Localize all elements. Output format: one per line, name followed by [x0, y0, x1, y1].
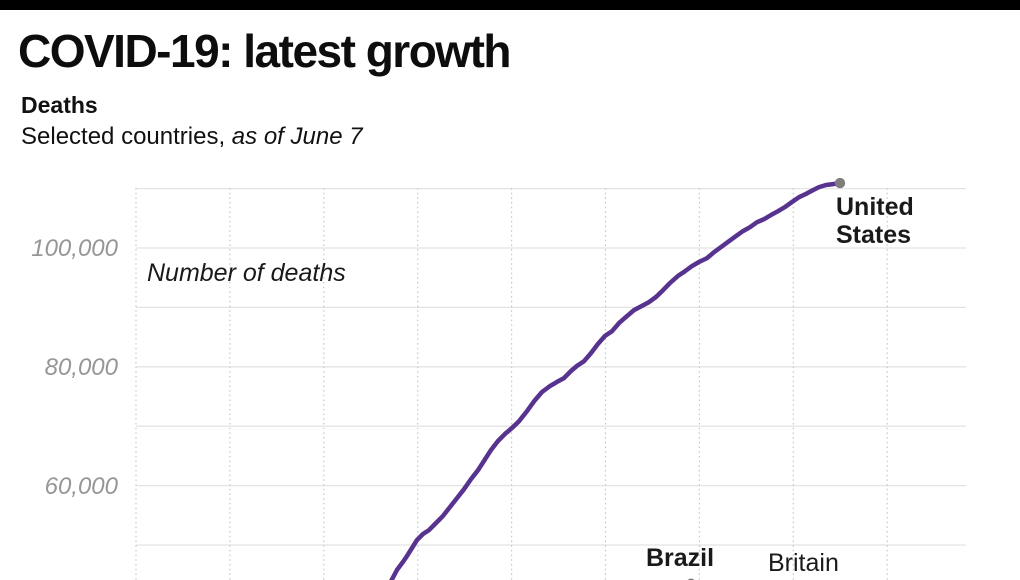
series-line	[389, 180, 843, 580]
series-endpoint-dot	[834, 177, 846, 189]
label-brazil: Brazil	[646, 544, 715, 572]
subtitle-date-text: as of June 7	[231, 123, 363, 150]
label-britain: Britain	[768, 549, 839, 577]
y-tick-label: 60,000	[44, 472, 118, 500]
chart-subtitle: Selected countries, as of June 7	[21, 123, 363, 151]
page-title: COVID-19: latest growth	[18, 25, 512, 77]
subtitle-regular-text: Selected countries,	[21, 123, 232, 150]
y-tick-label: 80,000	[44, 353, 118, 381]
chart-heading-deaths: Deaths	[21, 92, 98, 118]
label-number-of-deaths: Number of deaths	[147, 259, 346, 287]
y-tick-label: 100,000	[31, 235, 118, 262]
label-united-states: United States	[836, 193, 914, 249]
top-accent-bar	[0, 0, 1020, 10]
